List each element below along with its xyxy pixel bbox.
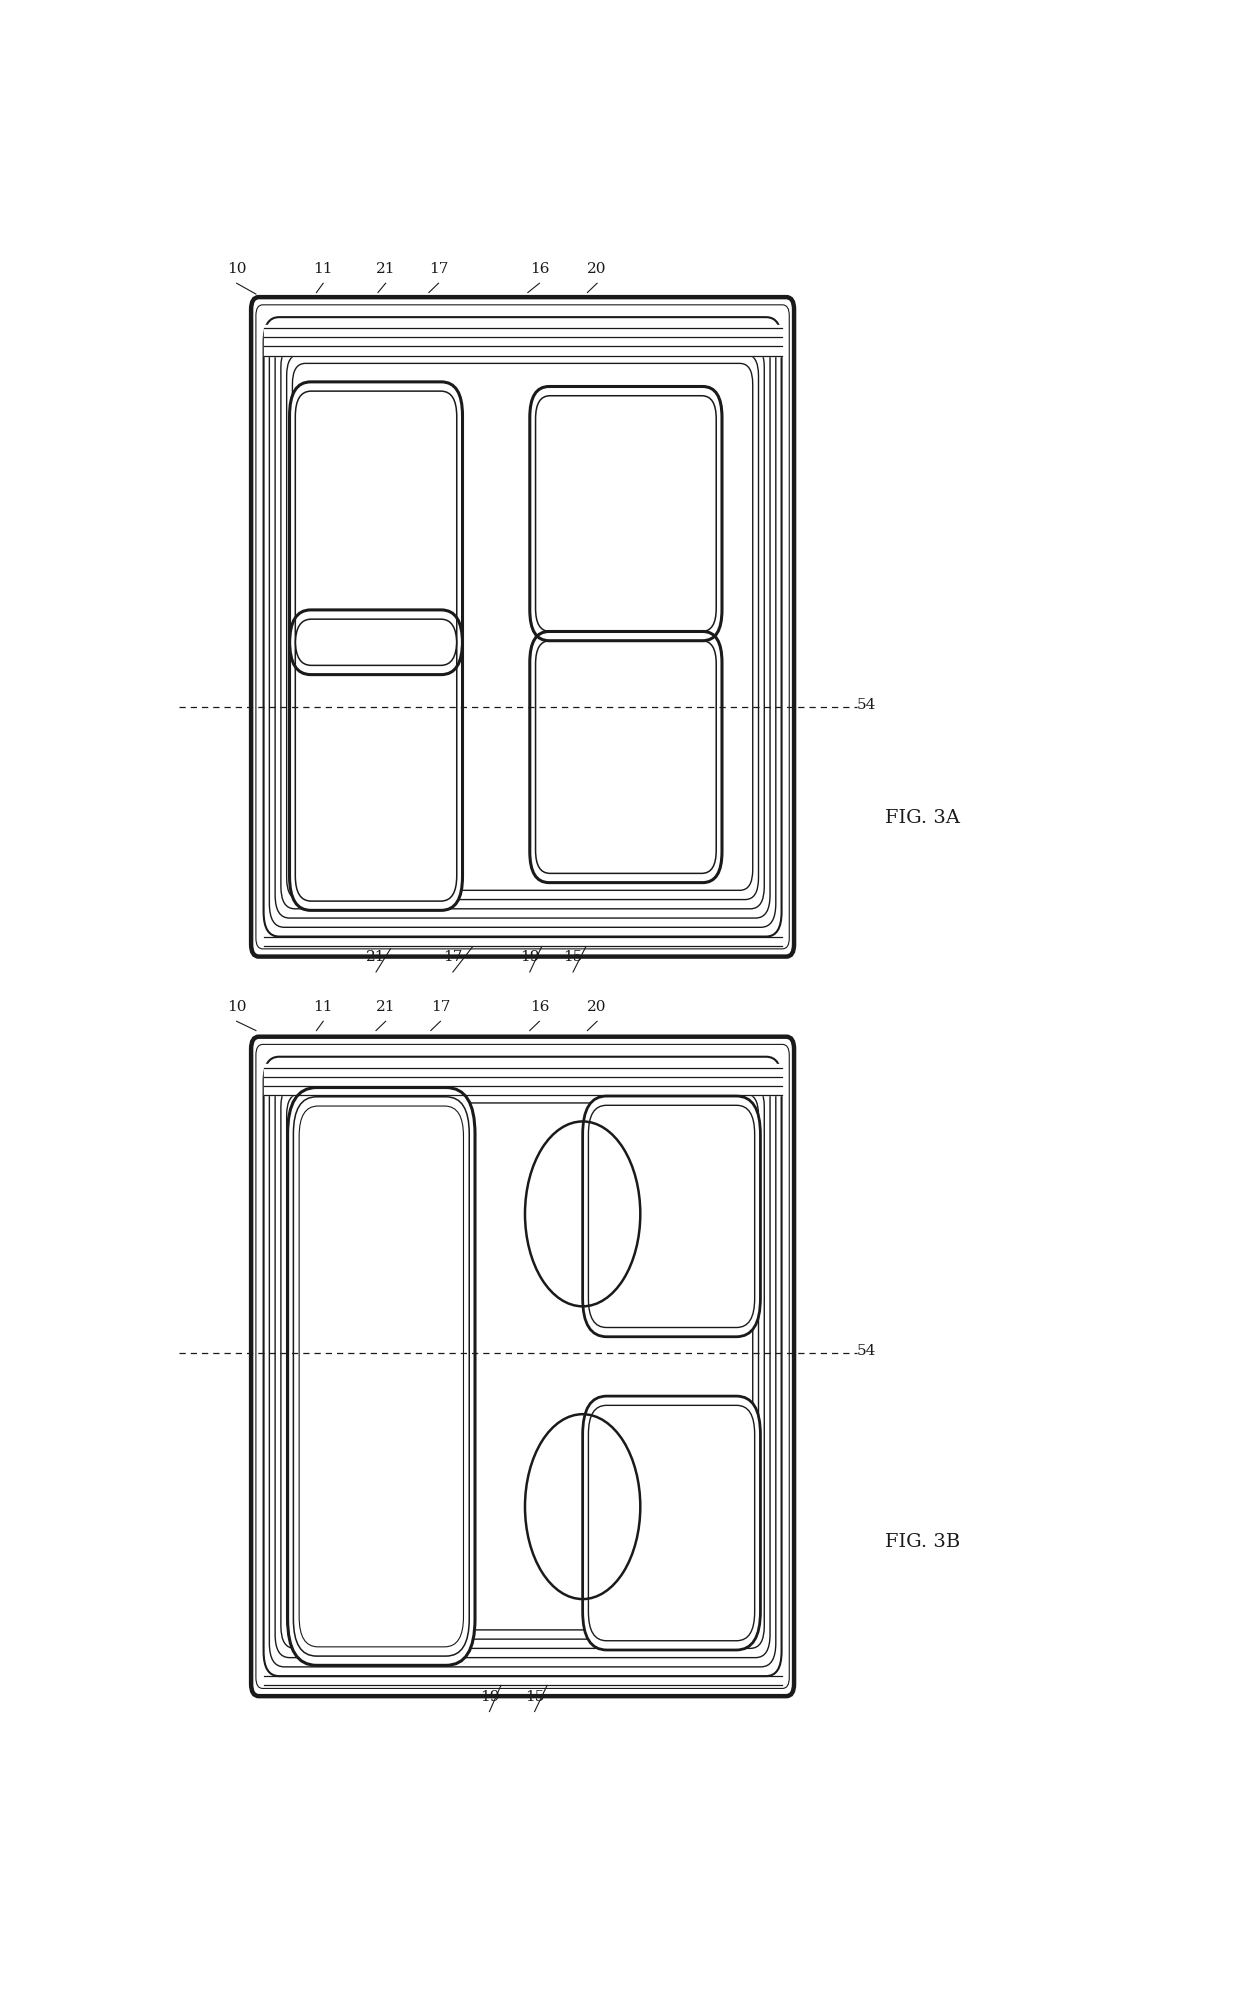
FancyBboxPatch shape xyxy=(529,632,722,882)
FancyBboxPatch shape xyxy=(290,610,463,910)
Text: 20: 20 xyxy=(588,1000,606,1015)
FancyBboxPatch shape xyxy=(290,382,463,674)
Text: 21: 21 xyxy=(366,950,386,964)
Text: 16: 16 xyxy=(529,262,549,276)
Text: 11: 11 xyxy=(314,1000,332,1015)
Text: 20: 20 xyxy=(588,262,606,276)
FancyBboxPatch shape xyxy=(288,1089,475,1665)
Text: 17: 17 xyxy=(430,1000,450,1015)
Text: 17: 17 xyxy=(429,262,448,276)
FancyBboxPatch shape xyxy=(583,1097,760,1337)
Text: 15: 15 xyxy=(563,950,583,964)
Text: 10: 10 xyxy=(227,1000,247,1015)
Text: 19: 19 xyxy=(480,1691,500,1705)
Text: 15: 15 xyxy=(525,1691,544,1705)
Text: 54: 54 xyxy=(857,698,875,712)
Text: 54: 54 xyxy=(857,1345,875,1359)
Text: 21: 21 xyxy=(376,1000,396,1015)
Text: FIG. 3A: FIG. 3A xyxy=(885,808,960,826)
FancyBboxPatch shape xyxy=(529,386,722,640)
Text: 10: 10 xyxy=(227,262,247,276)
Text: 17: 17 xyxy=(443,950,463,964)
Text: 11: 11 xyxy=(314,262,332,276)
Text: FIG. 3B: FIG. 3B xyxy=(885,1533,961,1551)
FancyBboxPatch shape xyxy=(583,1397,760,1651)
Text: 16: 16 xyxy=(529,1000,549,1015)
Text: 19: 19 xyxy=(520,950,539,964)
Text: 21: 21 xyxy=(376,262,396,276)
